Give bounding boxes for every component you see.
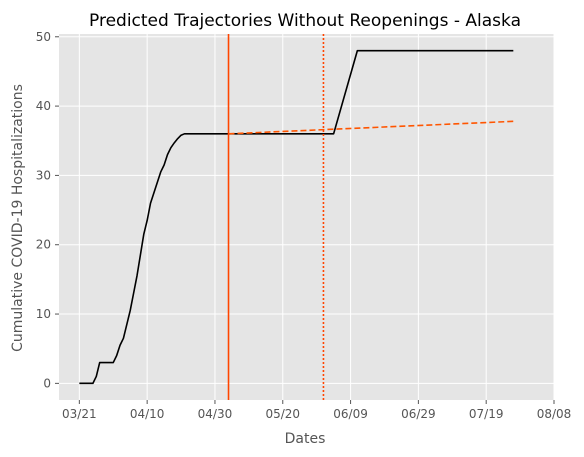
grid	[59, 34, 555, 400]
x-tick-label: 04/30	[198, 407, 233, 421]
x-tick-label: 07/19	[469, 407, 504, 421]
x-tick-label: 06/29	[401, 407, 436, 421]
x-axis: 03/21 04/10 04/30 05/20 06/09 06/29 07/19 08/08	[62, 400, 571, 421]
y-axis: 0 10 20 30 40 50	[36, 30, 59, 390]
y-tick-label: 40	[36, 99, 51, 113]
x-tick-label: 08/08	[537, 407, 572, 421]
x-tick-label: 03/21	[62, 407, 97, 421]
x-tick-label: 06/09	[333, 407, 368, 421]
y-tick-label: 20	[36, 238, 51, 252]
plot-area	[59, 34, 554, 400]
series-line-1	[79, 49, 514, 385]
series-layer	[79, 49, 514, 385]
x-tick-label: 04/10	[130, 407, 165, 421]
reference-lines	[227, 34, 325, 400]
chart-title: Predicted Trajectories Without Reopening…	[89, 11, 521, 31]
y-tick-label: 0	[43, 376, 51, 390]
series-line-2	[228, 120, 514, 135]
y-tick-label: 10	[36, 307, 51, 321]
y-axis-label: Cumulative COVID-19 Hospitalizations	[10, 84, 26, 352]
x-axis-label: Dates	[285, 431, 326, 447]
y-tick-label: 50	[36, 30, 51, 44]
x-tick-label: 05/20	[265, 407, 300, 421]
y-tick-label: 30	[36, 168, 51, 182]
